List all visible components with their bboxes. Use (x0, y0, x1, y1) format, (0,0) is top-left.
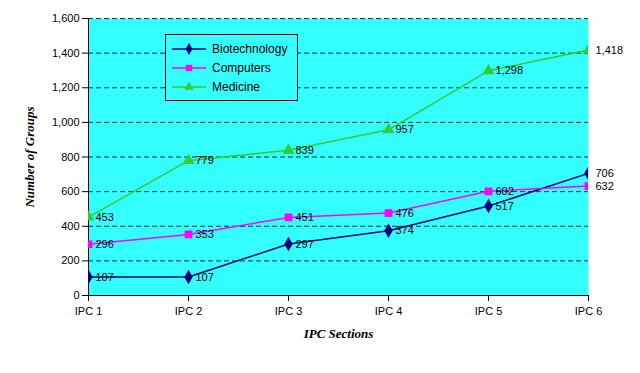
svg-text:400: 400 (61, 220, 79, 232)
svg-text:IPC 4: IPC 4 (375, 305, 403, 317)
svg-text:839: 839 (296, 144, 314, 156)
svg-text:IPC 3: IPC 3 (275, 305, 303, 317)
svg-text:1,600: 1,600 (52, 12, 80, 24)
svg-text:779: 779 (196, 154, 214, 166)
svg-text:800: 800 (61, 151, 79, 163)
html-text:Biotechnology: Biotechnology (212, 41, 288, 56)
svg-text:957: 957 (396, 123, 414, 135)
svg-text:600: 600 (61, 185, 79, 197)
html-text:Computers: Computers (212, 60, 271, 75)
svg-text:IPC 6: IPC 6 (575, 305, 603, 317)
svg-text:107: 107 (196, 270, 214, 282)
svg-text:602: 602 (496, 185, 514, 197)
svg-text:IPC 5: IPC 5 (475, 305, 503, 317)
svg-text:1,418: 1,418 (596, 44, 624, 56)
svg-text:297: 297 (296, 238, 314, 250)
svg-text:374: 374 (396, 224, 414, 236)
svg-text:1,400: 1,400 (52, 47, 80, 59)
svg-text:296: 296 (96, 238, 114, 250)
svg-text:517: 517 (496, 200, 514, 212)
html-text:Medicine: Medicine (212, 79, 260, 94)
svg-text:451: 451 (296, 211, 314, 223)
svg-text:453: 453 (96, 211, 114, 223)
svg-text:706: 706 (596, 167, 614, 179)
svg-text:353: 353 (196, 228, 214, 240)
svg-text:632: 632 (596, 180, 614, 192)
svg-text:Number of Groups: Number of Groups (22, 106, 37, 208)
svg-text:IPC 1: IPC 1 (75, 305, 103, 317)
svg-text:1,000: 1,000 (52, 116, 80, 128)
svg-text:1,200: 1,200 (52, 81, 80, 93)
svg-text:1,298: 1,298 (496, 64, 524, 76)
svg-text:200: 200 (61, 254, 79, 266)
svg-text:476: 476 (396, 207, 414, 219)
svg-text:0: 0 (73, 289, 79, 301)
svg-text:107: 107 (96, 270, 114, 282)
svg-text:IPC 2: IPC 2 (175, 305, 203, 317)
svg-text:IPC Sections: IPC Sections (303, 326, 374, 341)
